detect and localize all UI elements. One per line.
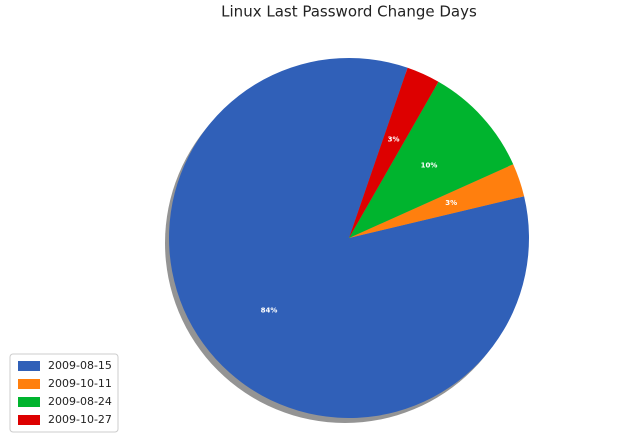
pie-slice — [349, 164, 525, 238]
legend-label: 2009-08-15 — [48, 359, 112, 372]
pie-slice — [349, 81, 514, 238]
legend-swatch — [18, 361, 40, 371]
legend-label: 2009-10-11 — [48, 377, 112, 390]
chart-title: Linux Last Password Change Days — [221, 3, 477, 21]
slice-label: 10% — [421, 161, 438, 169]
legend-box — [9, 353, 119, 433]
legend-swatch — [18, 397, 40, 407]
legend-swatch — [18, 415, 40, 425]
legend-label: 2009-10-27 — [48, 413, 112, 426]
legend-label: 2009-08-24 — [48, 395, 112, 408]
legend-swatch — [18, 379, 40, 389]
slice-label: 84% — [261, 307, 278, 315]
slice-label: 3% — [445, 199, 457, 207]
slice-label: 3% — [388, 136, 400, 144]
pie-slice — [349, 67, 439, 238]
pie-slice — [169, 58, 530, 419]
